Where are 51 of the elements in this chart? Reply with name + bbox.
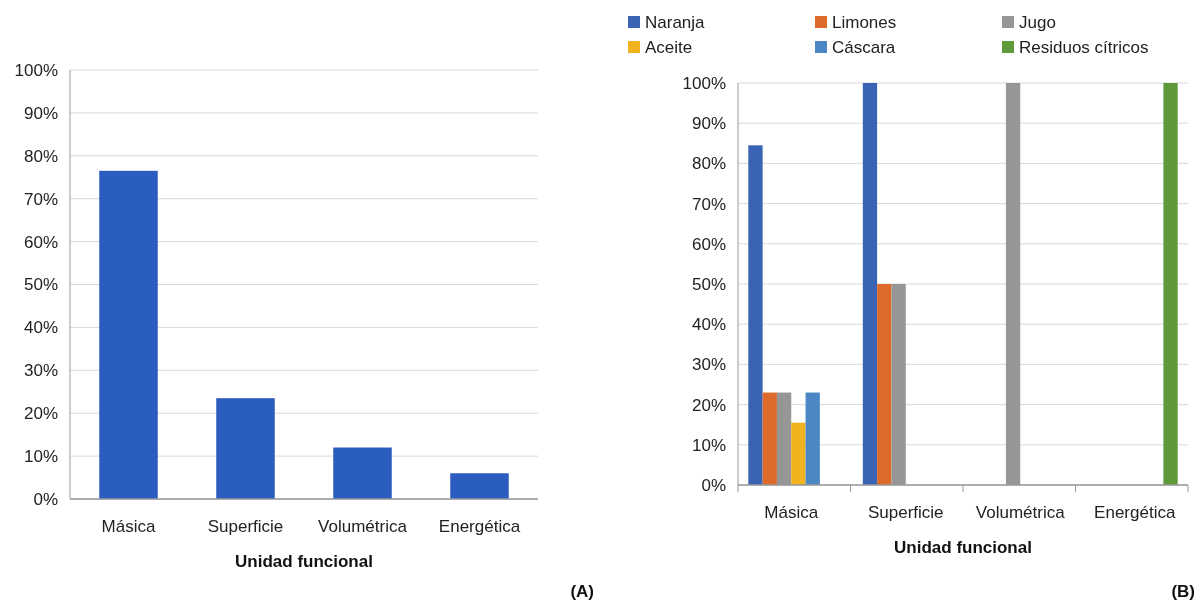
y-tick-label: 20% bbox=[23, 404, 58, 424]
bar bbox=[877, 284, 892, 485]
y-tick-label: 50% bbox=[691, 274, 726, 294]
y-tick-label: 10% bbox=[23, 447, 58, 467]
y-tick-label: 80% bbox=[691, 154, 726, 174]
bar bbox=[1163, 83, 1178, 485]
bar bbox=[762, 392, 777, 485]
legend-label: Limones bbox=[832, 12, 897, 32]
y-tick-label: 90% bbox=[691, 114, 726, 134]
legend-label: Jugo bbox=[1019, 12, 1056, 32]
y-tick-label: 20% bbox=[691, 395, 726, 415]
y-tick-label: 70% bbox=[23, 189, 58, 209]
y-tick-label: 10% bbox=[691, 435, 726, 455]
bar bbox=[333, 447, 392, 499]
x-tick-label: Volumétrica bbox=[318, 517, 408, 536]
y-tick-label: 30% bbox=[691, 355, 726, 375]
y-tick-label: 100% bbox=[14, 60, 58, 80]
y-tick-label: 100% bbox=[682, 73, 726, 93]
legend-label: Residuos cítricos bbox=[1019, 37, 1149, 57]
x-tick-label: Másica bbox=[101, 517, 156, 536]
x-axis-title: Unidad funcional bbox=[235, 552, 373, 571]
x-tick-label: Energética bbox=[438, 517, 521, 536]
y-tick-label: 0% bbox=[33, 489, 58, 509]
x-tick-label: Superficie bbox=[207, 517, 284, 536]
x-tick-label: Energética bbox=[1094, 503, 1176, 522]
x-tick-label: Superficie bbox=[867, 503, 944, 522]
bar bbox=[99, 170, 158, 499]
y-tick-label: 80% bbox=[23, 146, 58, 166]
bar bbox=[450, 473, 509, 499]
y-tick-label: 70% bbox=[691, 194, 726, 214]
bar bbox=[862, 83, 878, 485]
y-tick-label: 90% bbox=[23, 103, 58, 123]
y-tick-label: 30% bbox=[23, 361, 58, 381]
bar bbox=[791, 422, 806, 485]
bar bbox=[748, 145, 763, 485]
text: (B) bbox=[1171, 582, 1195, 601]
y-tick-label: 40% bbox=[23, 318, 58, 338]
y-tick-label: 60% bbox=[691, 234, 726, 254]
y-tick-label: 50% bbox=[23, 275, 58, 295]
x-axis-title: Unidad funcional bbox=[894, 538, 1032, 557]
bar bbox=[216, 398, 275, 499]
bar bbox=[805, 392, 820, 485]
y-tick-label: 40% bbox=[691, 315, 726, 335]
legend-label: Naranja bbox=[645, 12, 706, 32]
legend-label: Aceite bbox=[645, 37, 693, 57]
x-tick-label: Másica bbox=[764, 503, 819, 522]
legend-label: Cáscara bbox=[832, 37, 896, 57]
text: (A) bbox=[570, 582, 594, 601]
y-tick-label: 0% bbox=[701, 475, 726, 495]
y-tick-label: 60% bbox=[23, 232, 58, 252]
x-tick-label: Volumétrica bbox=[975, 503, 1066, 522]
